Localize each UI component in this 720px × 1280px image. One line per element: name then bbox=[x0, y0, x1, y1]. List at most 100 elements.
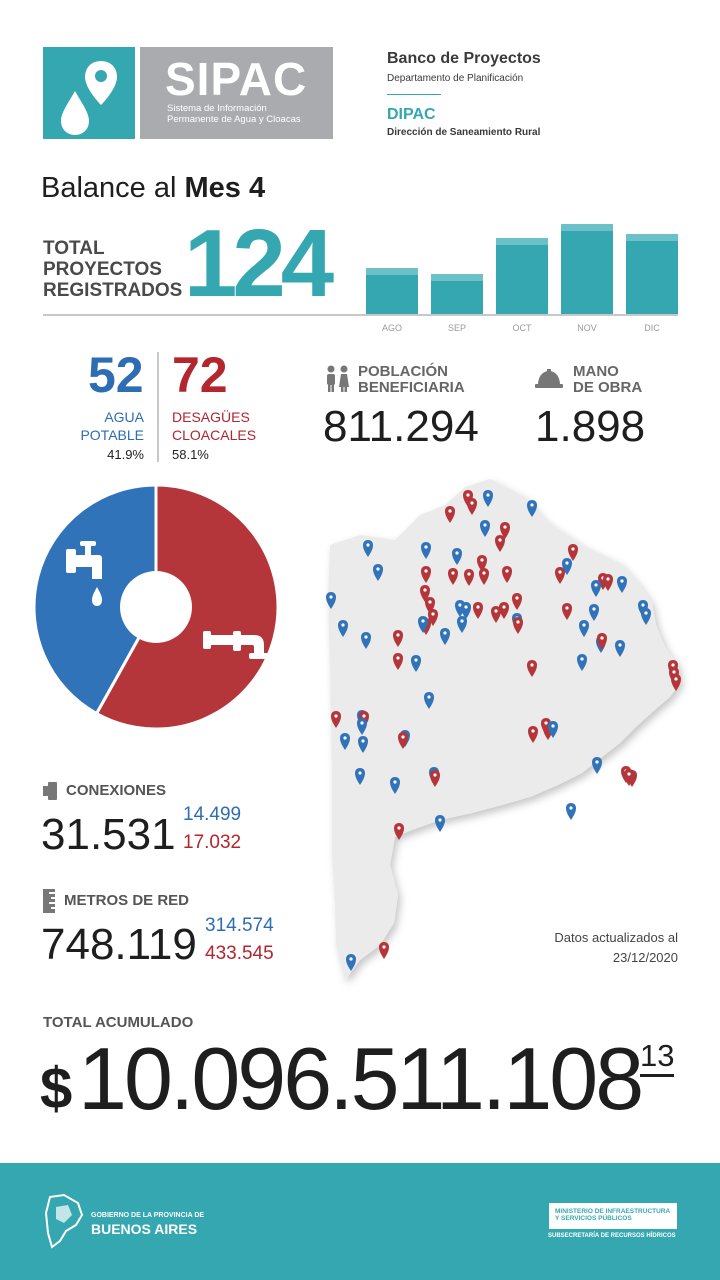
split-donut-chart bbox=[32, 483, 280, 731]
pin-dot bbox=[476, 605, 480, 609]
pin-dot bbox=[396, 656, 400, 660]
cloaca-project-pin bbox=[464, 569, 474, 586]
pin-dot bbox=[644, 611, 648, 615]
bar-label-oct: OCT bbox=[512, 323, 532, 333]
acumulado-label: TOTAL ACUMULADO bbox=[43, 1014, 194, 1031]
pin-dot bbox=[582, 623, 586, 627]
cloaca-project-pin bbox=[495, 535, 505, 552]
cloaca-project-pin bbox=[513, 617, 523, 634]
poblacion-label-line2: BENEFICIARIA bbox=[358, 379, 465, 396]
faucet-connection-icon bbox=[43, 782, 57, 800]
pin-dot bbox=[482, 571, 486, 575]
cloaca-project-pin bbox=[528, 726, 538, 743]
agua-project-pin bbox=[527, 500, 537, 517]
total-proyectos-label: TOTAL PROYECTOS REGISTRADOS bbox=[43, 238, 182, 301]
pin-dot bbox=[486, 493, 490, 497]
map-pin-icon bbox=[85, 61, 117, 105]
balance-heading: Balance al Mes 4 bbox=[41, 172, 265, 205]
hard-hat-icon bbox=[535, 369, 563, 388]
mano-obra-label: MANO DE OBRA bbox=[573, 364, 642, 396]
pin-dot bbox=[421, 619, 425, 623]
pin-dot bbox=[455, 551, 459, 555]
ministerio-label: MINISTERIO DE INFRAESTRUCTURA Y SERVICIO… bbox=[555, 1208, 670, 1222]
donut-hole bbox=[120, 571, 192, 643]
bar-cap bbox=[561, 224, 613, 231]
bar-label-ago: AGO bbox=[381, 323, 402, 333]
pin-dot bbox=[600, 636, 604, 640]
agua-project-pin bbox=[548, 721, 558, 738]
bar-label-nov: NOV bbox=[577, 323, 597, 333]
agua-project-pin bbox=[452, 548, 462, 565]
pin-dot bbox=[334, 714, 338, 718]
agua-label: AGUA POTABLE bbox=[60, 408, 144, 444]
pin-dot bbox=[558, 570, 562, 574]
pin-dot bbox=[464, 605, 468, 609]
acumulado-cents: 13 bbox=[640, 1038, 675, 1077]
agua-project-pin bbox=[617, 576, 627, 593]
pin-dot bbox=[594, 583, 598, 587]
cloaca-project-pin bbox=[421, 566, 431, 583]
cloaca-project-pin bbox=[562, 603, 572, 620]
metros-label: METROS DE RED bbox=[64, 892, 190, 909]
header-divider bbox=[387, 94, 441, 95]
agua-project-pin bbox=[440, 628, 450, 645]
pin-dot bbox=[433, 773, 437, 777]
pin-dot bbox=[483, 523, 487, 527]
agua-project-pin bbox=[358, 736, 368, 753]
bar-sep bbox=[431, 274, 483, 314]
cloaca-project-pin bbox=[603, 574, 613, 591]
agua-project-pin bbox=[390, 777, 400, 794]
pin-dot bbox=[467, 572, 471, 576]
pin-dot bbox=[360, 721, 364, 725]
pin-dot bbox=[428, 600, 432, 604]
agua-project-pin bbox=[577, 654, 587, 671]
conexiones-cloacas: 17.032 bbox=[183, 832, 242, 853]
cloaca-project-pin bbox=[671, 674, 681, 691]
agua-project-pin bbox=[357, 718, 367, 735]
pin-dot bbox=[618, 643, 622, 647]
pin-dot bbox=[460, 619, 464, 623]
mano-obra-value: 1.898 bbox=[535, 402, 646, 451]
pin-dot bbox=[349, 957, 353, 961]
faucet-icon bbox=[66, 541, 102, 606]
agua-project-pin bbox=[480, 520, 490, 537]
update-date: 23/12/2020 bbox=[612, 950, 678, 965]
sipac-logo-wordmark bbox=[140, 47, 333, 139]
logo-subtitle: Sistema de Información Permanente de Agu… bbox=[167, 103, 301, 125]
currency-symbol: $ bbox=[40, 1056, 73, 1121]
update-note-line1: Datos actualizados al bbox=[554, 930, 678, 945]
pin-dot bbox=[362, 714, 366, 718]
pin-dot bbox=[424, 569, 428, 573]
balance-prefix: Balance al bbox=[41, 172, 177, 204]
total-label-line1: TOTAL bbox=[43, 238, 105, 259]
agua-label-line2: POTABLE bbox=[80, 427, 144, 443]
agua-project-pin bbox=[411, 655, 421, 672]
ministerio-badge bbox=[549, 1203, 677, 1229]
pin-dot bbox=[376, 567, 380, 571]
pin-dot bbox=[480, 558, 484, 562]
bar-cap bbox=[496, 238, 548, 245]
pin-dot bbox=[606, 577, 610, 581]
total-label-line3: REGISTRADOS bbox=[43, 280, 183, 301]
pin-dot bbox=[458, 603, 462, 607]
pin-dot bbox=[431, 612, 435, 616]
cloaca-project-pin bbox=[500, 522, 510, 539]
pin-dot bbox=[595, 760, 599, 764]
desague-count: 72 bbox=[172, 347, 228, 403]
pin-dot bbox=[565, 561, 569, 565]
agua-project-pin bbox=[435, 815, 445, 832]
agua-project-pin bbox=[373, 564, 383, 581]
split-divider bbox=[157, 352, 159, 462]
agua-project-pin bbox=[346, 954, 356, 971]
metros-total: 748.119 bbox=[41, 920, 197, 969]
cloaca-project-pin bbox=[499, 602, 509, 619]
cloaca-project-pin bbox=[541, 718, 551, 735]
cloaca-project-pin bbox=[568, 544, 578, 561]
pin-dot bbox=[674, 677, 678, 681]
bar-label-sep: SEP bbox=[447, 323, 466, 333]
org-title: Banco de Proyectos bbox=[387, 50, 541, 67]
pin-dot bbox=[565, 606, 569, 610]
conexiones-total: 31.531 bbox=[41, 810, 176, 859]
agua-project-pin bbox=[338, 620, 348, 637]
balance-month: Mes 4 bbox=[184, 172, 266, 204]
